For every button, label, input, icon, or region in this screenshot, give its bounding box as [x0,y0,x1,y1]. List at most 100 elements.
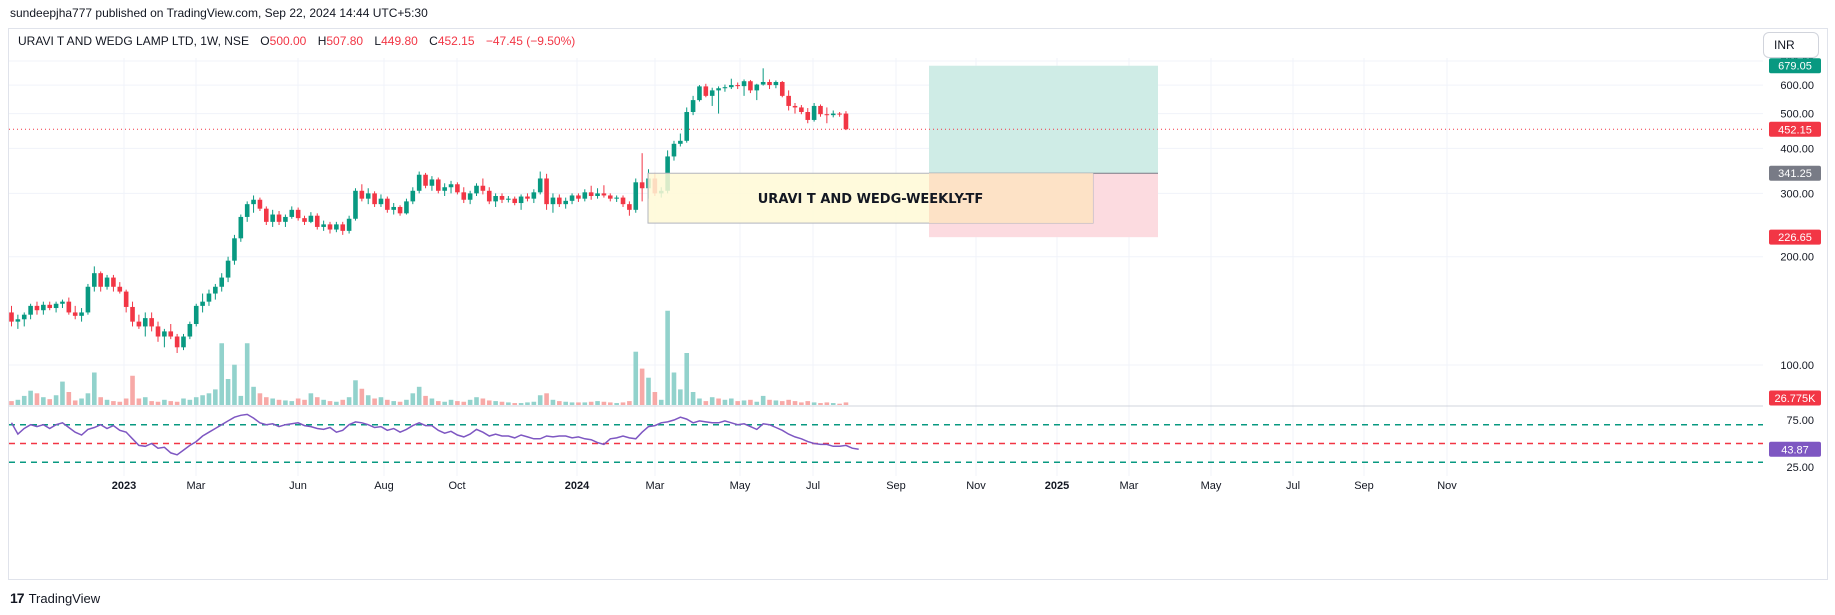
candle-body [270,214,275,222]
volume-bar [251,386,256,405]
candle [321,220,326,231]
volume-bar [531,401,537,405]
volume-bar [410,393,416,405]
candle [365,188,371,205]
candle-body [385,198,390,210]
candle [614,195,619,202]
price-badge-text: 226.65 [1778,232,1812,244]
volume-bar [779,401,785,405]
currency-button[interactable]: INR [1763,32,1819,58]
candle-body [378,198,384,205]
candle-body [340,224,346,231]
volume-bar [321,399,326,405]
volume-bar [703,401,709,405]
candle [741,79,747,96]
candle-body [66,301,72,313]
candle-body [620,197,626,205]
candle-body [200,301,205,306]
time-tick-label: Oct [448,480,465,492]
price-tick-label: 500.00 [1780,109,1814,121]
legend-low-label: L [374,34,382,48]
candle [627,201,632,216]
volume-bar [155,401,161,405]
candle-body [518,196,524,204]
candle-body [792,105,798,108]
time-tick-label: Aug [374,480,394,492]
candle [397,205,403,216]
candle-body [391,206,396,210]
volume-bar [665,310,670,405]
time-tick-label: Nov [1437,480,1457,492]
rsi-badge-text: 43.87 [1781,444,1809,456]
time-tick-label: 2025 [1045,480,1069,492]
candle [786,90,791,111]
candle-body [537,178,543,193]
volume-bar [595,401,600,405]
candle-body [353,190,358,219]
candle [181,333,186,351]
candle [314,213,320,230]
candle-body [429,179,435,186]
volume-bar [302,399,307,405]
volume-bar [607,402,613,405]
candle [537,171,543,195]
volume-bar [818,403,823,405]
candle-body [321,224,326,227]
candle [378,194,384,207]
candle [709,87,715,106]
candle-body [448,184,454,188]
candle [773,80,779,89]
volume-bar [830,403,836,405]
candle [66,297,72,315]
candle-body [703,86,709,96]
volume-bar [557,401,562,405]
candle [187,321,193,340]
volume-bar [709,397,715,405]
candle-body [557,197,562,205]
rsi-badge: 43.87 [1769,441,1821,457]
volume-bar [697,398,702,405]
candle-body [818,105,823,115]
volume-bar [53,395,59,405]
time-tick-label: Sep [886,480,906,492]
candle [244,201,250,222]
volume-bar [270,398,275,405]
candle-body [435,179,441,191]
volume-bar [525,402,530,405]
candle [41,301,46,315]
volume-bar [811,402,817,405]
candle-body [671,143,677,157]
tradingview-logo[interactable]: 17 TradingView [10,590,100,606]
candle [448,180,454,194]
price-badge-text: 341.25 [1778,168,1812,180]
price-badge-bg [1769,58,1821,74]
candle-body [85,286,91,313]
volume-bar [627,401,632,405]
volume-bar [760,395,766,405]
candle [512,196,518,206]
candle-body [213,286,218,294]
volume-bar [60,381,65,405]
candle [289,206,295,219]
rsi-pane [9,413,1763,464]
candle-body [607,195,613,199]
volume-badge: 26.775K [1769,390,1821,406]
volume-bar [773,400,779,405]
volume-bar [365,395,371,405]
volume-bar [34,393,40,405]
candle [690,95,696,116]
volume-bar [238,395,244,405]
candle [582,189,588,202]
candle-body [455,184,460,193]
volume-bar [314,397,320,405]
candle [722,84,728,92]
rsi-tick-label: 75.00 [1786,415,1814,427]
candle [308,212,314,224]
candle [455,182,460,195]
volume-bar [563,401,568,405]
volume-bar [639,368,645,405]
volume-bar [193,397,199,405]
candle-body [111,277,116,287]
volume-bar [416,386,422,405]
